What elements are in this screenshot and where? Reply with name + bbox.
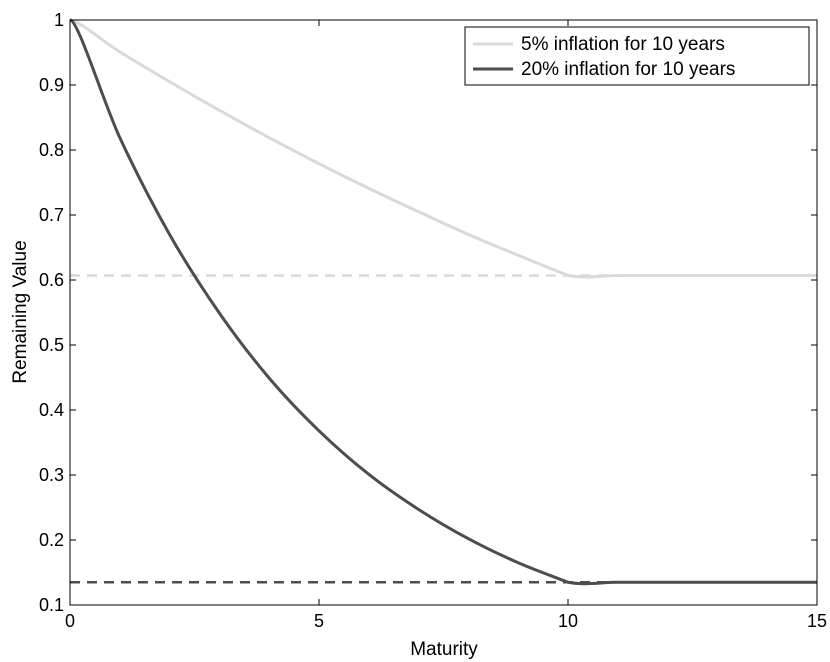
- y-tick-label: 0.7: [39, 205, 64, 225]
- y-ticks: 0.1 0.2 0.3 0.4 0.5 0.6 0.7 0.8 0.9 1: [39, 10, 817, 615]
- series-line-0: [69, 18, 817, 279]
- y-tick-label: 1: [54, 10, 64, 30]
- x-tick-label: 5: [314, 611, 324, 631]
- y-tick-label: 0.2: [39, 530, 64, 550]
- y-tick-label: 0.3: [39, 465, 64, 485]
- y-tick-label: 0.1: [39, 595, 64, 615]
- y-tick-label: 0.4: [39, 400, 64, 420]
- x-tick-label: 0: [65, 611, 75, 631]
- y-tick-label: 0.5: [39, 335, 64, 355]
- y-tick-label: 0.6: [39, 270, 64, 290]
- legend-label-1: 20% inflation for 10 years: [521, 59, 735, 80]
- x-ticks: 0 5 10 15: [65, 20, 827, 631]
- y-tick-label: 0.9: [39, 75, 64, 95]
- plot-frame: [69, 19, 818, 606]
- series-line-1: [69, 18, 817, 586]
- x-tick-label: 10: [558, 611, 578, 631]
- legend-label-0: 5% inflation for 10 years: [521, 34, 725, 55]
- x-tick-label: 15: [807, 611, 827, 631]
- legend: 5% inflation for 10 years 20% inflation f…: [464, 26, 810, 86]
- y-tick-label: 0.8: [39, 140, 64, 160]
- x-axis-label: Maturity: [410, 639, 478, 660]
- y-axis-label: Remaining Value: [10, 240, 31, 383]
- reference-lines: [70, 274, 817, 584]
- series-lines: [69, 18, 817, 586]
- axes: [69, 19, 818, 606]
- legend-box: [464, 26, 810, 86]
